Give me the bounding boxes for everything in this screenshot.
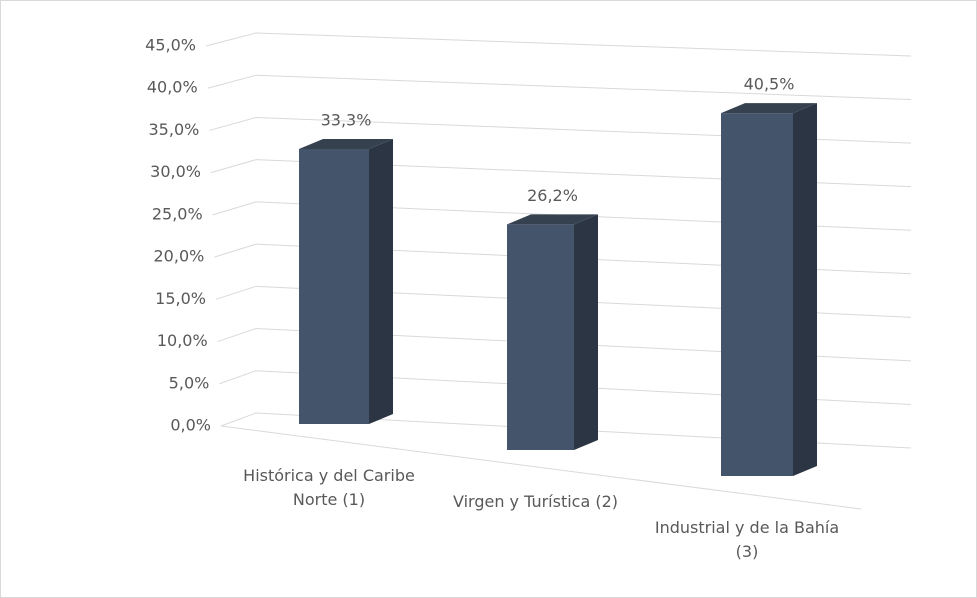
- x-tick-label: Histórica y del Caribe Norte (1): [243, 466, 415, 509]
- bar: [507, 214, 598, 450]
- grid-line: [215, 285, 912, 318]
- bar: [721, 103, 817, 477]
- grid-line: [217, 328, 912, 362]
- y-tick-label: 0,0%: [170, 416, 211, 435]
- y-tick-label: 20,0%: [154, 247, 205, 266]
- bar: [299, 138, 393, 424]
- y-tick-label: 45,0%: [145, 36, 196, 55]
- bar-front: [507, 224, 574, 450]
- grid-line: [209, 116, 912, 144]
- grid-line: [210, 159, 912, 188]
- data-label: 40,5%: [744, 75, 795, 94]
- grid-line: [214, 243, 912, 275]
- bar-front: [721, 113, 793, 477]
- bar-top: [507, 214, 598, 225]
- grid-line: [205, 32, 912, 57]
- bar-top: [299, 138, 393, 149]
- data-label: 33,3%: [321, 110, 372, 129]
- bar-front: [299, 148, 369, 424]
- bar-side: [793, 103, 817, 477]
- grid-line: [219, 370, 912, 405]
- x-tick-label: Industrial y de la Bahía (3): [654, 518, 840, 561]
- y-tick-label: 40,0%: [147, 78, 198, 97]
- y-tick-label: 5,0%: [169, 373, 210, 392]
- y-tick-label: 15,0%: [155, 289, 206, 308]
- y-tick-label: 10,0%: [157, 331, 208, 350]
- data-label: 26,2%: [527, 186, 578, 205]
- grid-line: [212, 201, 912, 231]
- floor-edge: [220, 425, 862, 510]
- y-tick-label: 25,0%: [152, 204, 203, 223]
- bar-side: [574, 214, 598, 450]
- bar-top: [721, 103, 817, 114]
- x-tick-label: Virgen y Turística (2): [452, 492, 619, 511]
- grid-line: [220, 412, 912, 449]
- y-tick-label: 35,0%: [149, 120, 200, 139]
- grid-line: [207, 74, 912, 101]
- bar-side: [369, 138, 393, 424]
- y-tick-label: 30,0%: [150, 162, 201, 181]
